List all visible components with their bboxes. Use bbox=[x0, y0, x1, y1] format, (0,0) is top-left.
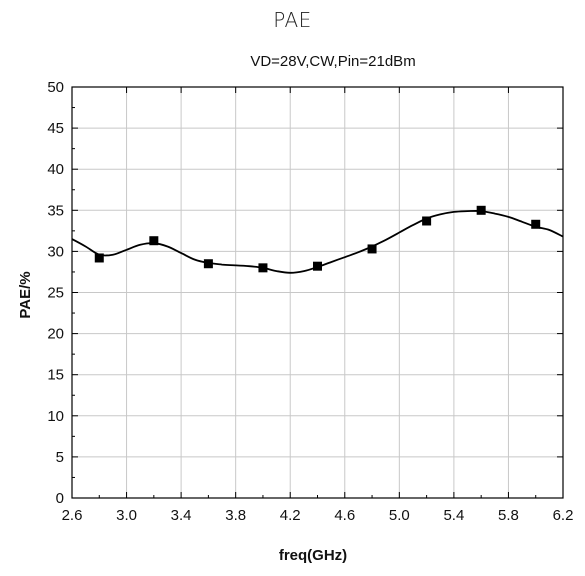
x-tick-label: 4.6 bbox=[334, 507, 355, 524]
data-point bbox=[531, 219, 541, 229]
y-tick-label: 25 bbox=[47, 285, 64, 302]
x-tick-label: 6.2 bbox=[553, 507, 574, 524]
y-tick-label: 35 bbox=[47, 202, 64, 219]
y-tick-label: 50 bbox=[47, 79, 64, 96]
x-tick-label: 5.8 bbox=[498, 507, 519, 524]
y-tick-label: 45 bbox=[47, 120, 64, 137]
x-tick-label: 2.6 bbox=[62, 507, 83, 524]
y-tick-label: 5 bbox=[56, 449, 64, 466]
data-point bbox=[313, 261, 322, 271]
page-title: PAE bbox=[273, 8, 312, 32]
grid-lines bbox=[72, 87, 563, 498]
y-tick-label: 20 bbox=[47, 326, 64, 343]
y-tick-label: 0 bbox=[56, 490, 64, 507]
y-tick-label: 40 bbox=[47, 161, 64, 178]
x-tick-label: 3.4 bbox=[171, 507, 192, 524]
data-point bbox=[422, 216, 432, 226]
data-point bbox=[94, 253, 104, 263]
data-point bbox=[149, 236, 159, 246]
data-point bbox=[258, 263, 268, 273]
y-tick-label: 10 bbox=[47, 408, 64, 425]
y-tick-label: 15 bbox=[47, 367, 64, 384]
x-tick-label: 5.0 bbox=[389, 507, 410, 524]
data-point bbox=[476, 205, 486, 215]
x-tick-label: 4.2 bbox=[280, 507, 301, 524]
data-markers bbox=[94, 205, 541, 273]
x-tick-label: 3.0 bbox=[116, 507, 137, 524]
data-point bbox=[367, 244, 377, 254]
chart-subtitle: VD=28V,CW,Pin=21dBm bbox=[250, 53, 415, 70]
y-axis-ticks: 0 5 10 15 20 25 30 35 40 45 50 bbox=[47, 79, 563, 507]
x-tick-label: 3.8 bbox=[225, 507, 246, 524]
data-point bbox=[203, 259, 213, 269]
x-tick-label: 5.4 bbox=[443, 507, 464, 524]
x-axis-ticks: 2.6 3.0 3.4 3.8 4.2 4.6 5.0 5.4 5.8 6.2 bbox=[62, 87, 574, 524]
x-axis-label: freq(GHz) bbox=[279, 547, 347, 564]
y-tick-label: 30 bbox=[47, 243, 64, 260]
y-axis-label: PAE/% bbox=[17, 271, 34, 318]
